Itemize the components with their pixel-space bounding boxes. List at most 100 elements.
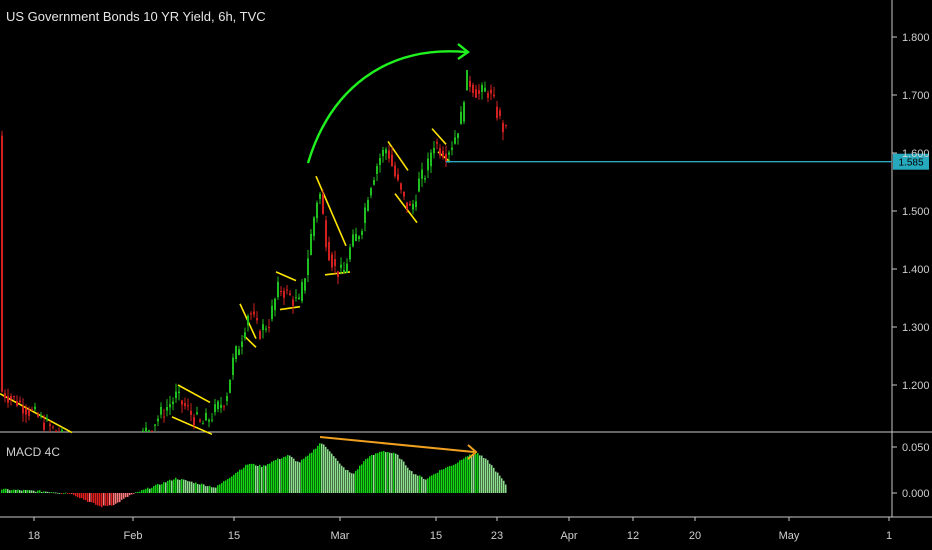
- macd-bar: [317, 445, 319, 493]
- macd-bar: [491, 465, 493, 493]
- macd-bar: [101, 493, 103, 508]
- candle-body: [136, 448, 138, 449]
- candle-body: [421, 169, 423, 179]
- macd-bar: [203, 484, 205, 493]
- candle-body: [493, 94, 495, 97]
- macd-bar: [435, 473, 437, 493]
- macd-bar: [41, 491, 43, 493]
- macd-bar: [109, 493, 111, 506]
- candle-body: [466, 70, 468, 91]
- macd-bar: [293, 458, 295, 493]
- macd-bar: [291, 456, 293, 493]
- candle-body: [49, 424, 51, 426]
- macd-bar: [9, 490, 11, 493]
- candle-body: [481, 85, 483, 92]
- candle-body: [160, 406, 162, 415]
- macd-bar: [353, 473, 355, 493]
- flag-upper: [387, 140, 409, 171]
- macd-bar: [417, 475, 419, 493]
- macd-bar: [287, 455, 289, 493]
- macd-bar: [249, 463, 251, 493]
- macd-bar: [129, 493, 131, 496]
- macd-bar: [387, 452, 389, 493]
- candle-body: [274, 298, 276, 311]
- candle-body: [352, 234, 354, 247]
- pattern-annotations: [0, 128, 451, 436]
- macd-bar: [81, 493, 83, 499]
- macd-bar: [279, 459, 281, 493]
- macd-bar: [139, 491, 141, 493]
- candle-body: [85, 458, 87, 463]
- macd-bar: [217, 485, 219, 493]
- macd-bar: [7, 489, 9, 493]
- candle-body: [424, 178, 426, 180]
- macd-bar: [443, 469, 445, 493]
- macd-bar: [207, 486, 209, 493]
- macd-bar: [295, 461, 297, 493]
- macd-bar: [167, 480, 169, 493]
- candle-body: [364, 207, 366, 224]
- macd-bar: [503, 480, 505, 493]
- macd-bar: [189, 481, 191, 493]
- candle-body: [427, 158, 429, 171]
- macd-bar: [75, 493, 77, 497]
- candle-body: [145, 427, 147, 432]
- macd-bar: [57, 492, 59, 494]
- macd-bar: [155, 484, 157, 493]
- candle-body: [331, 254, 333, 268]
- macd-bar: [209, 485, 211, 493]
- candle-body: [184, 403, 186, 407]
- candle-body: [334, 259, 336, 267]
- momentum-arrowhead: [457, 43, 471, 60]
- macd-bar: [253, 463, 255, 493]
- candle-body: [388, 150, 390, 159]
- macd-bar: [283, 457, 285, 493]
- macd-bar: [97, 493, 99, 506]
- candle-body: [127, 457, 129, 458]
- candle-body: [34, 406, 36, 410]
- candle-body: [433, 148, 435, 154]
- macd-bar: [65, 492, 67, 494]
- flag-upper: [177, 384, 211, 404]
- candle-body: [277, 281, 279, 298]
- macd-bar: [231, 476, 233, 493]
- candle-body: [496, 106, 498, 119]
- macd-bar: [193, 483, 195, 493]
- macd-bar: [505, 484, 507, 493]
- time-tick-label: May: [779, 530, 800, 542]
- flag-upper: [431, 128, 447, 145]
- candle-body: [109, 461, 111, 464]
- macd-bar: [213, 487, 215, 493]
- macd-bar: [483, 457, 485, 493]
- macd-bar: [243, 467, 245, 493]
- macd-bar: [163, 482, 165, 493]
- candle-body: [376, 166, 378, 174]
- macd-tick-label: 0.050: [902, 442, 930, 454]
- candle-body: [211, 419, 213, 421]
- candle-body: [91, 463, 93, 470]
- macd-bar: [157, 484, 159, 493]
- macd-bar: [321, 443, 323, 493]
- macd-bar: [263, 465, 265, 493]
- candle-body: [472, 84, 474, 93]
- price-tick-label: 1.200: [902, 380, 930, 392]
- candle-body: [169, 404, 171, 408]
- macd-bar: [407, 467, 409, 493]
- axes-frame: [0, 0, 932, 518]
- candle-body: [319, 193, 321, 199]
- candle-body: [241, 341, 243, 347]
- macd-bar: [445, 467, 447, 493]
- candle-body: [301, 282, 303, 302]
- macd-bar: [297, 461, 299, 493]
- macd-bar: [205, 486, 207, 493]
- macd-bar: [383, 451, 385, 493]
- macd-bar: [379, 451, 381, 493]
- macd-bar: [349, 472, 351, 493]
- macd-bar: [315, 448, 317, 493]
- time-tick-label: 15: [430, 530, 442, 542]
- macd-bar: [133, 493, 135, 494]
- macd-bar: [399, 458, 401, 493]
- candle-body: [106, 468, 108, 471]
- macd-bar: [145, 488, 147, 493]
